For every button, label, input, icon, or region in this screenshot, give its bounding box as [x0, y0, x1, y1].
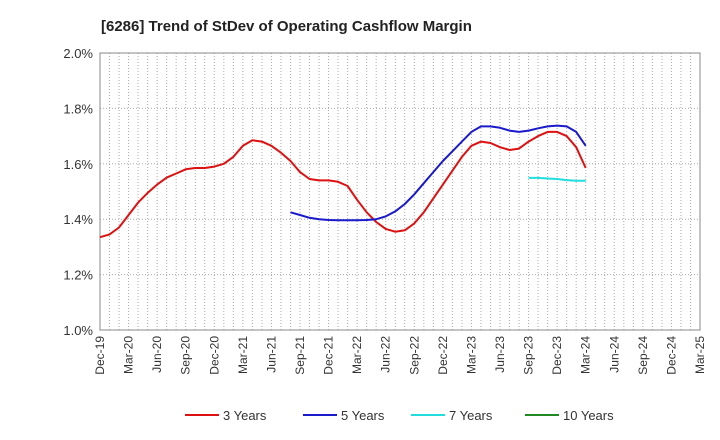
legend: 3 Years 5 Years 7 Years 10 Years — [185, 408, 614, 423]
y-tick-label: 1.0% — [63, 323, 93, 338]
y-tick-label: 1.8% — [63, 101, 93, 116]
x-tick-label: Dec-22 — [436, 336, 450, 375]
x-tick-label: Sep-21 — [293, 336, 307, 375]
x-tick-label: Jun-22 — [379, 336, 393, 373]
x-tick-label: Dec-21 — [322, 336, 336, 375]
x-tick-label: Sep-20 — [179, 336, 193, 375]
x-tick-label: Dec-24 — [664, 336, 678, 375]
y-tick-label: 2.0% — [63, 46, 93, 61]
legend-label: 3 Years — [223, 408, 267, 423]
x-tick-label: Dec-20 — [207, 336, 221, 375]
y-tick-label: 1.6% — [63, 157, 93, 172]
x-tick-label: Jun-21 — [264, 336, 278, 373]
x-tick-label: Jun-23 — [493, 336, 507, 373]
x-tick-label: Mar-20 — [122, 336, 136, 374]
x-tick-label: Jun-24 — [607, 336, 621, 373]
legend-label: 5 Years — [341, 408, 385, 423]
x-tick-label: Sep-22 — [407, 336, 421, 375]
x-tick-label: Mar-24 — [579, 336, 593, 374]
legend-label: 10 Years — [563, 408, 614, 423]
series-line-3-years — [99, 130, 587, 239]
x-tick-label: Jun-20 — [150, 336, 164, 373]
series-line-5-years — [290, 124, 587, 222]
chart-title: [6286] Trend of StDev of Operating Cashf… — [101, 18, 472, 35]
x-tick-label: Sep-23 — [522, 336, 536, 375]
series-line-7-years — [528, 176, 586, 182]
x-tick-label: Mar-25 — [693, 336, 707, 374]
y-axis: 1.0% 1.2% 1.4% 1.6% 1.8% 2.0% — [63, 46, 93, 338]
legend-label: 7 Years — [449, 408, 493, 423]
x-axis: Dec-19 Mar-20 Jun-20 Sep-20 Dec-20 Mar-21 Jun-… — [93, 336, 707, 375]
series-layer — [99, 124, 587, 239]
y-tick-label: 1.2% — [63, 268, 93, 283]
plot-frame — [99, 52, 701, 331]
x-tick-label: Dec-19 — [93, 336, 107, 375]
x-tick-label: Mar-23 — [464, 336, 478, 374]
grid-layer — [100, 53, 700, 330]
y-tick-label: 1.4% — [63, 212, 93, 227]
x-tick-label: Mar-22 — [350, 336, 364, 374]
x-tick-label: Dec-23 — [550, 336, 564, 375]
x-tick-label: Sep-24 — [636, 336, 650, 375]
x-tick-label: Mar-21 — [236, 336, 250, 374]
